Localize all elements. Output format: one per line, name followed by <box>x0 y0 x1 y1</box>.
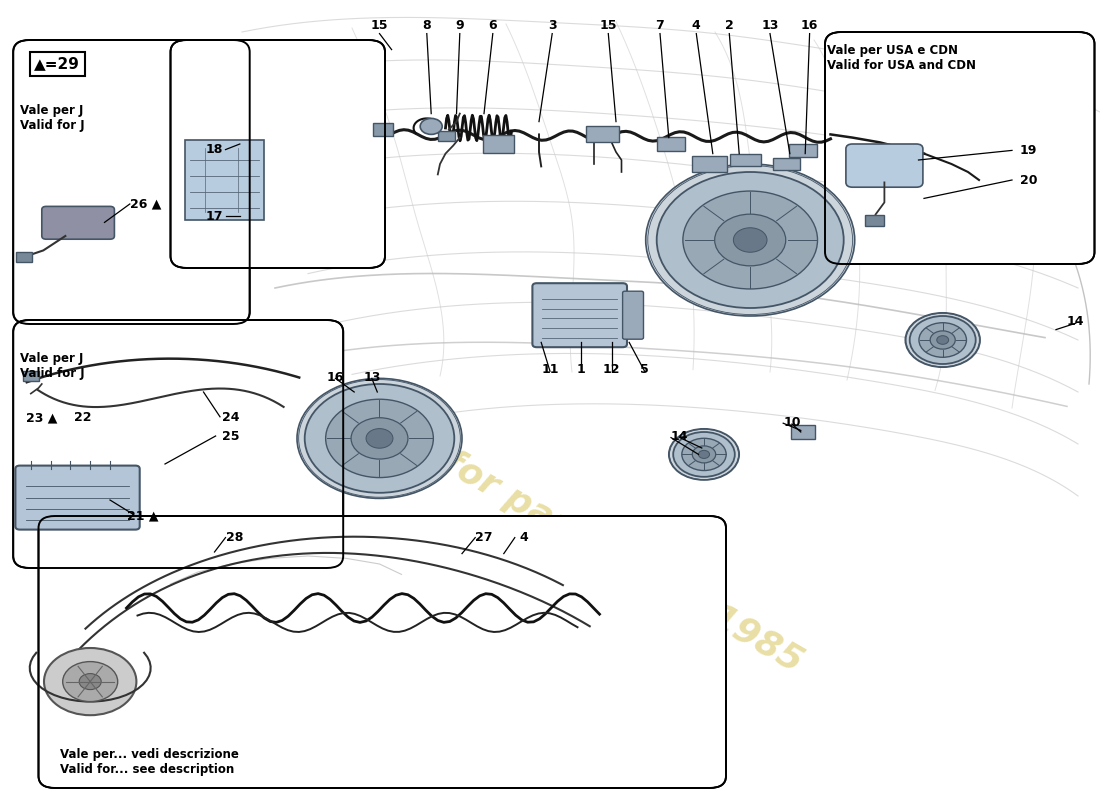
FancyBboxPatch shape <box>13 320 343 568</box>
Bar <box>658 137 684 151</box>
Circle shape <box>44 648 136 715</box>
Bar <box>483 135 514 153</box>
Text: 20: 20 <box>1020 174 1037 186</box>
Text: 19: 19 <box>1020 144 1037 157</box>
Text: 23 ▲: 23 ▲ <box>26 411 57 424</box>
Text: 7: 7 <box>656 19 664 32</box>
Text: 9: 9 <box>455 19 464 32</box>
Text: 15: 15 <box>371 19 388 32</box>
Circle shape <box>905 313 980 367</box>
Circle shape <box>734 228 767 252</box>
FancyBboxPatch shape <box>623 291 643 339</box>
FancyBboxPatch shape <box>39 516 726 788</box>
FancyBboxPatch shape <box>532 283 627 347</box>
Text: Vale per J
Valid for J: Vale per J Valid for J <box>20 352 85 380</box>
Text: 14: 14 <box>1067 315 1085 328</box>
FancyBboxPatch shape <box>846 144 923 187</box>
Circle shape <box>657 172 844 308</box>
Circle shape <box>351 418 408 459</box>
Text: 4: 4 <box>519 531 528 544</box>
Bar <box>730 154 761 166</box>
Text: 3: 3 <box>548 19 557 32</box>
Circle shape <box>682 438 726 470</box>
Bar <box>865 215 884 226</box>
Text: 2: 2 <box>725 19 734 32</box>
Circle shape <box>63 662 118 702</box>
Circle shape <box>366 429 393 448</box>
Text: 21 ▲: 21 ▲ <box>128 510 158 522</box>
Text: 10: 10 <box>783 416 801 429</box>
Bar <box>790 144 816 157</box>
Bar <box>15 252 32 262</box>
FancyBboxPatch shape <box>13 40 250 324</box>
Text: 25: 25 <box>222 430 240 442</box>
Text: 13: 13 <box>363 371 381 384</box>
Text: 15: 15 <box>600 19 617 32</box>
Circle shape <box>669 429 739 480</box>
Bar <box>373 123 393 136</box>
Circle shape <box>692 446 716 463</box>
Circle shape <box>305 384 454 493</box>
Bar <box>438 131 455 141</box>
Bar <box>586 126 619 142</box>
FancyBboxPatch shape <box>170 40 385 268</box>
Circle shape <box>937 336 948 344</box>
Circle shape <box>698 450 710 458</box>
Text: 14: 14 <box>671 430 689 442</box>
Text: 8: 8 <box>422 19 431 32</box>
Bar <box>791 425 815 439</box>
Text: 13: 13 <box>761 19 779 32</box>
Text: 16: 16 <box>327 371 344 384</box>
Bar <box>692 156 727 172</box>
Circle shape <box>420 118 442 134</box>
Text: 28: 28 <box>226 531 243 544</box>
Circle shape <box>297 378 462 498</box>
Text: Vale per USA e CDN
Valid for USA and CDN: Vale per USA e CDN Valid for USA and CDN <box>827 44 976 72</box>
Text: 18: 18 <box>206 143 223 156</box>
Circle shape <box>79 674 101 690</box>
Text: Vale per... vedi descrizione
Valid for... see description: Vale per... vedi descrizione Valid for..… <box>60 748 240 776</box>
Bar <box>185 140 264 220</box>
Text: 4: 4 <box>692 19 701 32</box>
Text: 11: 11 <box>541 363 559 376</box>
Circle shape <box>715 214 785 266</box>
Text: 26 ▲: 26 ▲ <box>130 198 161 210</box>
Text: ▲=29: ▲=29 <box>34 57 80 71</box>
Bar <box>23 371 38 381</box>
Circle shape <box>910 316 976 364</box>
FancyBboxPatch shape <box>42 206 114 239</box>
Text: 16: 16 <box>801 19 818 32</box>
Circle shape <box>918 322 967 358</box>
Bar <box>772 158 801 170</box>
Circle shape <box>683 191 817 289</box>
Circle shape <box>646 164 855 316</box>
Circle shape <box>673 432 735 477</box>
Circle shape <box>326 399 433 478</box>
Circle shape <box>931 331 955 349</box>
Text: passion for parts since 1985: passion for parts since 1985 <box>292 361 808 679</box>
Text: 12: 12 <box>603 363 620 376</box>
Text: 17: 17 <box>206 210 223 222</box>
Text: Vale per J
Valid for J: Vale per J Valid for J <box>20 104 85 132</box>
Text: 6: 6 <box>488 19 497 32</box>
Text: 24: 24 <box>222 411 240 424</box>
Text: 1: 1 <box>576 363 585 376</box>
Text: 27: 27 <box>475 531 493 544</box>
Text: 22: 22 <box>74 411 91 424</box>
Text: 5: 5 <box>640 363 649 376</box>
FancyBboxPatch shape <box>15 466 140 530</box>
FancyBboxPatch shape <box>825 32 1094 264</box>
